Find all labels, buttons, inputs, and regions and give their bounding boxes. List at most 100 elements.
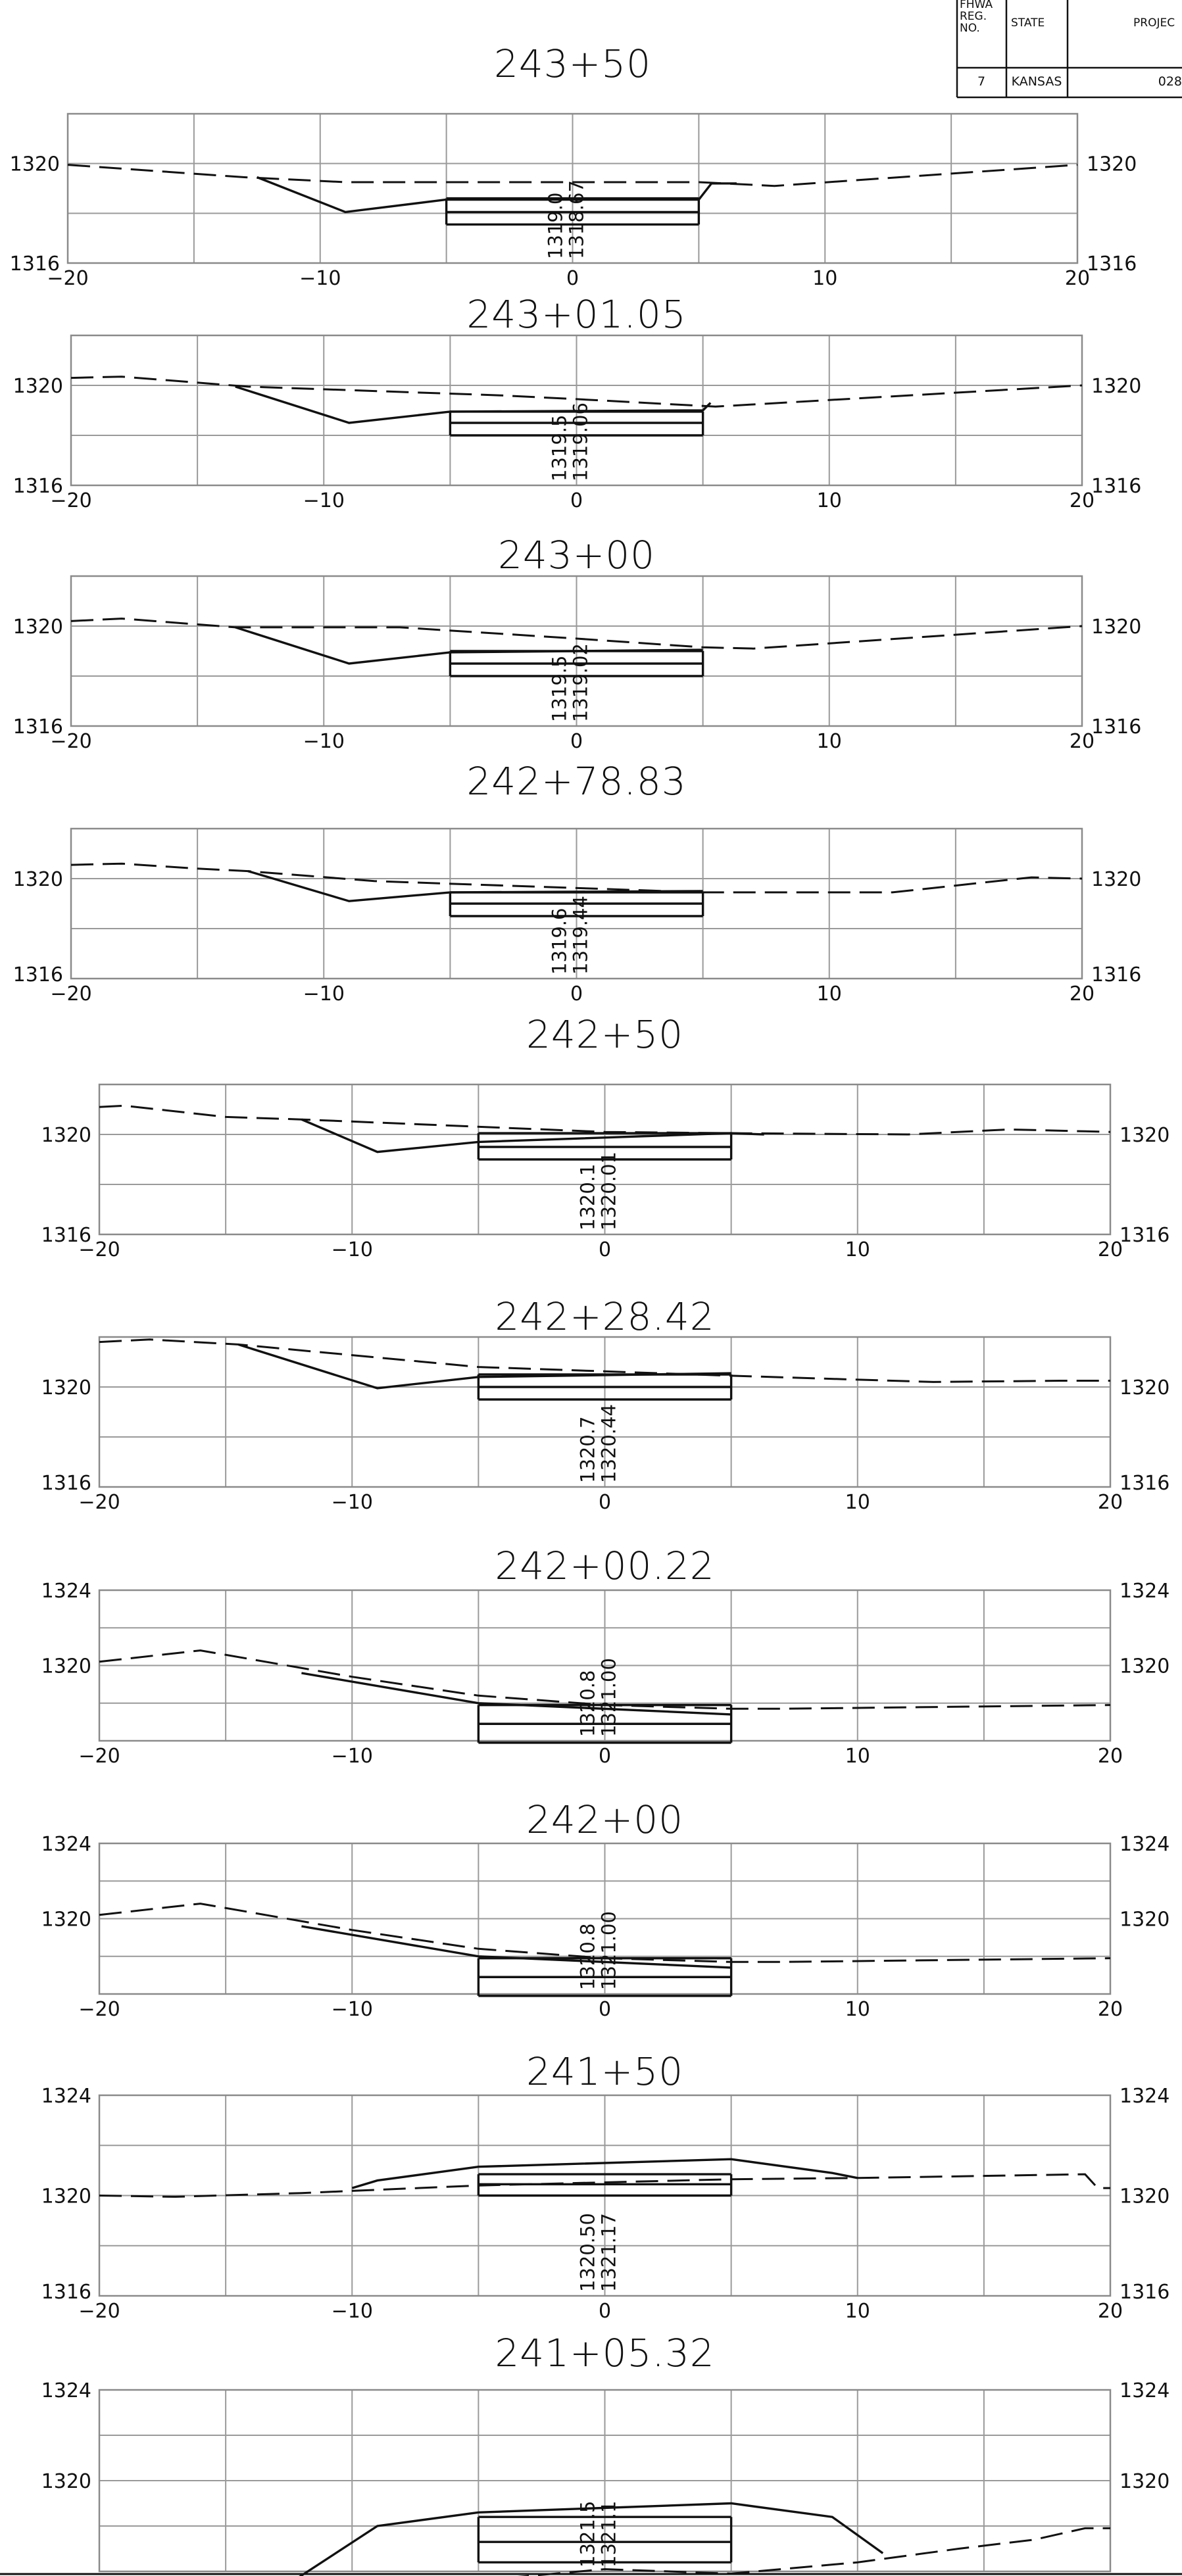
x-tick-label: −10 xyxy=(332,1745,373,1768)
elevation-label: 1319.6 xyxy=(549,908,571,975)
x-tick-label: −10 xyxy=(299,267,341,290)
y-label-left: 1320 xyxy=(13,616,63,639)
elevation-label: 1320.50 xyxy=(577,2213,599,2292)
cross-section-6: 242+00.22 −20 −10 0 10 20 1324 1324 1320 1320 1320… xyxy=(41,1543,1170,1768)
y-label-right: 1320 xyxy=(1091,375,1141,398)
elevation-label: 1319.5 xyxy=(549,415,571,481)
x-tick-label: −20 xyxy=(78,1998,120,2021)
existing-ground-line xyxy=(99,1104,1111,1136)
x-tick-label: 0 xyxy=(566,267,579,290)
x-tick-label: 20 xyxy=(1098,1745,1123,1768)
y-label-right: 1320 xyxy=(1120,2185,1170,2208)
y-label-right: 1324 xyxy=(1120,1580,1170,1603)
plot-frame xyxy=(98,1336,1112,1488)
y-label-left: 1320 xyxy=(41,1655,91,1678)
cross-section-7: 242+00 −20 −10 0 10 20 1324 1324 1320 1320 1320.81… xyxy=(41,1797,1170,2021)
cross-section-0: 243+50 −20 −10 0 10 20 1320 1320 1316 1316 1319.01… xyxy=(10,41,1137,290)
x-tick-label: −10 xyxy=(332,1491,373,1514)
elevation-label: 1321.1 xyxy=(598,2501,620,2567)
existing-ground-line xyxy=(70,618,1083,650)
y-label-left: 1320 xyxy=(41,1124,91,1147)
y-label-left: 1316 xyxy=(10,253,60,276)
existing-ground-line xyxy=(99,2173,1110,2198)
proposed-section-line xyxy=(299,2502,884,2576)
section-station-title: 242+00.22 xyxy=(495,1543,714,1588)
x-tick-label: 10 xyxy=(817,489,842,512)
x-tick-label: 20 xyxy=(1098,1238,1123,1261)
y-label-right-bottom: 1316 xyxy=(1120,1472,1170,1495)
section-station-title: 243+50 xyxy=(494,41,651,86)
title-block-value: 7 xyxy=(977,74,985,89)
y-label-left: 1316 xyxy=(13,716,63,739)
y-label-right: 1320 xyxy=(1120,1908,1170,1932)
y-label-right: 1320 xyxy=(1091,616,1141,639)
cross-section-8: 241+50 −20 −10 0 10 20 1324 1324 1320 1320 1316 131… xyxy=(41,2049,1170,2323)
x-tick-label: −20 xyxy=(50,983,91,1006)
proposed-section-line xyxy=(301,1925,731,1969)
x-tick-label: 20 xyxy=(1098,1998,1123,2021)
x-tick-label: 20 xyxy=(1070,730,1095,753)
elevation-label: 1319.06 xyxy=(570,402,592,481)
x-tick-label: 0 xyxy=(599,1238,611,1261)
elevation-label: 1321.00 xyxy=(598,1911,620,1990)
elevation-label: 1320.7 xyxy=(577,1417,599,1483)
plot-frame xyxy=(98,2389,1112,2573)
y-label-left: 1320 xyxy=(41,2470,91,2493)
section-station-title: 242+00 xyxy=(526,1797,683,1842)
x-tick-label: 0 xyxy=(599,1745,611,1768)
elevation-label: 1321.5 xyxy=(577,2501,599,2567)
x-tick-label: 20 xyxy=(1098,1491,1123,1514)
title-block-value: 028 xyxy=(1158,74,1182,89)
title-block-header: FHWA xyxy=(960,0,993,11)
x-tick-label: 20 xyxy=(1065,267,1090,290)
cross-section-3: 242+78.83 −20 −10 0 10 20 1320 1320 1316 1316 1319… xyxy=(13,759,1142,1006)
x-tick-label: −20 xyxy=(50,489,91,512)
x-tick-label: 0 xyxy=(599,1998,611,2021)
existing-ground-line xyxy=(99,1903,1111,1963)
plot-frame xyxy=(98,1589,1112,1742)
elevation-label: 1321.17 xyxy=(598,2213,620,2292)
y-label-left: 1320 xyxy=(10,153,60,176)
cross-section-2: 243+00 −20 −10 0 10 20 1320 1320 1316 1316 1319.51… xyxy=(13,533,1142,753)
plot-frame xyxy=(98,1842,1112,1995)
y-label-right: 1320 xyxy=(1120,1124,1170,1147)
x-tick-label: 10 xyxy=(845,1745,870,1768)
y-label-left: 1324 xyxy=(41,1833,91,1856)
x-tick-label: 10 xyxy=(817,730,842,753)
x-tick-label: 20 xyxy=(1070,983,1095,1006)
existing-ground-line xyxy=(70,376,1083,408)
elevation-label: 1319.5 xyxy=(549,656,571,722)
x-tick-label: 10 xyxy=(845,1238,870,1261)
elevation-label: 1318.67 xyxy=(566,180,588,259)
y-label-left: 1320 xyxy=(41,1908,91,1932)
section-station-title: 241+50 xyxy=(526,2049,683,2094)
y-label-right: 1316 xyxy=(1091,475,1141,498)
y-label-right: 1316 xyxy=(1087,253,1137,276)
x-tick-label: 10 xyxy=(817,983,842,1006)
elevation-label: 1320.1 xyxy=(577,1164,599,1230)
title-block-header: PROJEC xyxy=(1133,16,1175,30)
x-tick-label: −20 xyxy=(78,1745,120,1768)
elevation-label: 1319.44 xyxy=(570,896,592,975)
x-tick-label: 20 xyxy=(1098,2300,1123,2323)
proposed-section-line xyxy=(247,869,703,902)
x-tick-label: −20 xyxy=(50,730,91,753)
x-tick-label: 0 xyxy=(570,730,583,753)
plot-frame xyxy=(66,112,1079,264)
x-tick-label: 10 xyxy=(845,1998,870,2021)
title-block-header: NO. xyxy=(960,22,980,35)
x-tick-label: 10 xyxy=(845,2300,870,2323)
y-label-left: 1324 xyxy=(41,2085,91,2108)
plot-frame xyxy=(98,1083,1112,1236)
section-station-title: 242+50 xyxy=(526,1012,683,1057)
elevation-label: 1319.02 xyxy=(570,643,592,722)
y-label-right: 1320 xyxy=(1091,868,1141,891)
x-tick-label: −20 xyxy=(47,267,88,290)
x-tick-label: −10 xyxy=(303,730,345,753)
x-tick-label: −20 xyxy=(78,2300,120,2323)
elevation-label: 1320.01 xyxy=(598,1152,620,1230)
x-tick-label: −20 xyxy=(78,1491,120,1514)
x-tick-label: 0 xyxy=(570,983,583,1006)
y-label-left-bottom: 1316 xyxy=(41,2281,91,2304)
